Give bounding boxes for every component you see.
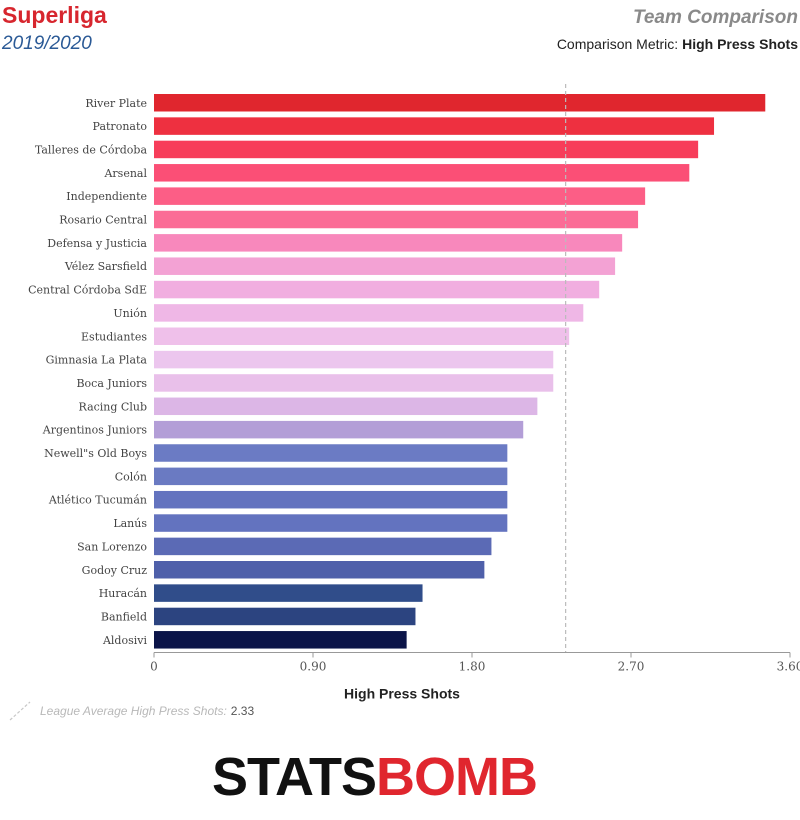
x-axis-label: High Press Shots xyxy=(344,686,460,702)
logo-part-stats: STATS xyxy=(212,747,377,807)
category-label: Defensa y Justicia xyxy=(47,237,147,250)
bar-2 xyxy=(154,140,699,159)
x-tick-label: 1.80 xyxy=(459,660,486,674)
metric-prefix: Comparison Metric: xyxy=(556,36,679,52)
bar-13 xyxy=(154,397,538,416)
legend-label: League Average High Press Shots: xyxy=(40,704,227,718)
statsbomb-logo: STATSBOMB xyxy=(212,750,592,804)
category-label: Godoy Cruz xyxy=(82,564,148,577)
bar-20 xyxy=(154,561,485,579)
category-label: Banfield xyxy=(101,610,147,623)
category-label: Newell"s Old Boys xyxy=(44,447,147,460)
legend-value: 2.33 xyxy=(230,704,255,718)
category-label: Vélez Sarsfield xyxy=(64,260,147,273)
bar-12 xyxy=(154,374,554,392)
category-label: Colón xyxy=(115,470,147,483)
bar-21 xyxy=(154,584,423,602)
category-label: Unión xyxy=(113,307,147,320)
bar-chart: River Plate Patronato Talleres de Córdoba A… xyxy=(28,84,800,702)
metric-name: High Press Shots xyxy=(682,36,798,52)
category-label: Gimnasia La Plata xyxy=(46,354,148,367)
bar-23 xyxy=(154,631,407,649)
bar-11 xyxy=(154,350,554,369)
bars-group xyxy=(154,94,766,649)
view-title: Team Comparison xyxy=(632,7,798,28)
category-label: Boca Juniors xyxy=(76,377,147,390)
category-label: Central Córdoba SdE xyxy=(28,284,147,297)
bar-7 xyxy=(154,257,616,275)
category-label: Rosario Central xyxy=(59,214,147,227)
bar-8 xyxy=(154,280,600,299)
league-title: Superliga xyxy=(2,2,107,28)
category-label: Huracán xyxy=(99,587,147,600)
category-label: River Plate xyxy=(85,97,147,110)
bar-5 xyxy=(154,210,639,229)
category-label: Atlético Tucumán xyxy=(48,494,147,507)
x-tick-label: 2.70 xyxy=(618,660,645,674)
bar-4 xyxy=(154,187,646,205)
bar-9 xyxy=(154,304,584,322)
legend: League Average High Press Shots: 2.33 xyxy=(8,700,254,722)
x-tick-label: 3.60 xyxy=(777,660,800,674)
bar-0 xyxy=(154,94,766,112)
bar-1 xyxy=(154,117,715,135)
dashed-line-icon xyxy=(9,701,31,721)
bar-19 xyxy=(154,537,492,556)
x-tick-label: 0.90 xyxy=(300,660,327,674)
category-labels: River Plate Patronato Talleres de Córdoba A… xyxy=(28,97,147,647)
bar-15 xyxy=(154,444,508,462)
bar-16 xyxy=(154,467,508,486)
bar-10 xyxy=(154,327,570,345)
bar-3 xyxy=(154,164,690,182)
category-label: Arsenal xyxy=(103,167,147,180)
category-label: Talleres de Córdoba xyxy=(35,143,148,156)
category-label: San Lorenzo xyxy=(77,540,147,553)
bar-17 xyxy=(154,490,508,509)
x-axis-ticks: 0 0.90 1.80 2.70 3.60 xyxy=(150,652,800,674)
category-label: Lanús xyxy=(113,517,147,530)
x-tick-label: 0 xyxy=(150,660,158,674)
season-label: 2019/2020 xyxy=(2,33,92,54)
bar-6 xyxy=(154,234,623,252)
category-label: Estudiantes xyxy=(81,330,147,343)
category-label: Independiente xyxy=(66,190,147,203)
bar-18 xyxy=(154,514,508,532)
bar-22 xyxy=(154,607,416,626)
category-label: Patronato xyxy=(93,120,148,133)
bar-14 xyxy=(154,420,524,439)
category-label: Aldosivi xyxy=(102,634,148,647)
comparison-metric: Comparison Metric: High Press Shots xyxy=(557,36,798,52)
category-label: Argentinos Juniors xyxy=(42,424,148,437)
category-label: Racing Club xyxy=(79,400,147,413)
logo-part-bomb: BOMB xyxy=(376,747,538,807)
